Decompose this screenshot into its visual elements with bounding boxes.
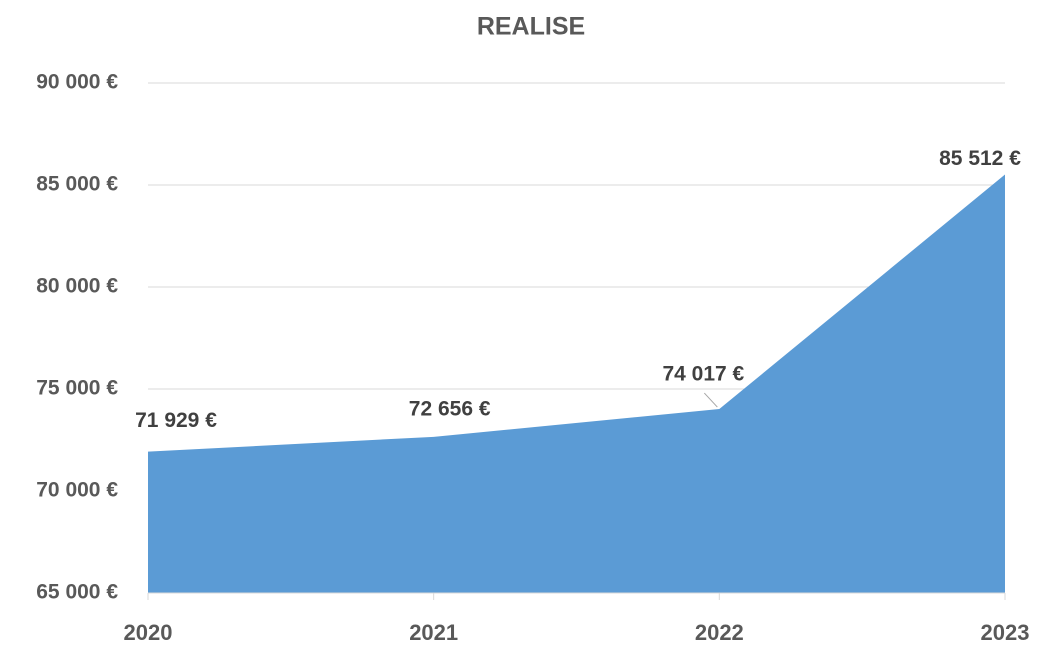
x-tick-label: 2022 — [695, 620, 744, 645]
area — [148, 174, 1005, 593]
y-tick-label: 70 000 € — [36, 479, 118, 502]
leader-line — [703, 392, 718, 408]
y-tick-label: 90 000 € — [36, 71, 118, 94]
x-tick-label: 2020 — [124, 620, 173, 645]
x-tick-label: 2021 — [409, 620, 458, 645]
data-label: 72 656 € — [409, 397, 491, 420]
y-tick-label: 80 000 € — [36, 275, 118, 298]
data-label: 71 929 € — [135, 409, 217, 432]
y-tick-label: 75 000 € — [36, 377, 118, 400]
x-tick-label: 2023 — [981, 620, 1030, 645]
data-label: 85 512 € — [939, 147, 1021, 170]
chart-title: REALISE — [477, 13, 585, 41]
data-label: 74 017 € — [662, 363, 744, 386]
y-tick-label: 85 000 € — [36, 173, 118, 196]
y-tick-label: 65 000 € — [36, 581, 118, 604]
